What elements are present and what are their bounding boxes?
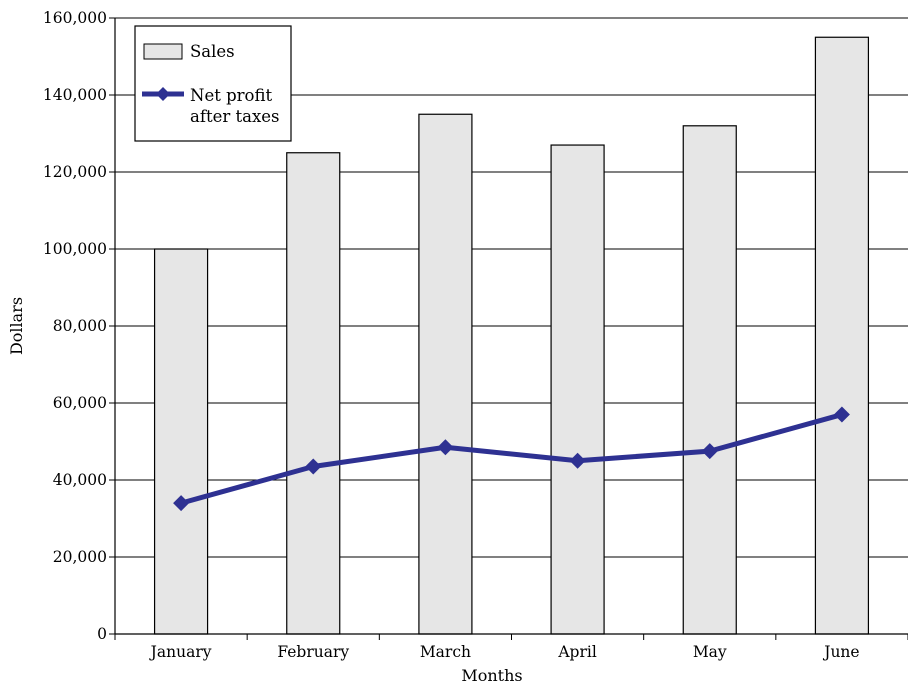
x-tick-label: April — [557, 643, 596, 661]
x-tick-label: June — [822, 643, 859, 661]
y-tick-label: 80,000 — [53, 317, 107, 335]
sales-bar — [418, 113, 473, 635]
legend-sales-label: Sales — [190, 42, 235, 61]
sales-bar — [153, 248, 209, 635]
legend-profit-label-line2: after taxes — [190, 107, 279, 126]
net-profit-line — [180, 412, 843, 506]
y-tick-label: 160,000 — [43, 9, 107, 27]
y-tick-label: 0 — [97, 625, 107, 643]
x-axis-title: Months — [461, 666, 522, 683]
sales-bar — [550, 144, 605, 635]
y-axis-title: Dollars — [7, 297, 26, 355]
y-tick-label: 140,000 — [43, 86, 107, 104]
y-tick-label: 20,000 — [53, 548, 107, 566]
net-profit-point — [701, 443, 718, 460]
net-profit-point — [833, 406, 850, 423]
x-tick-label: March — [420, 643, 471, 661]
net-profit-point — [305, 458, 322, 475]
tick-labels: 0 20,000 40,000 60,000 80,000 100,000 120,000 1… — [43, 9, 860, 661]
y-tick-label: 40,000 — [53, 471, 107, 489]
sales-bar — [814, 36, 870, 635]
legend-profit-diamond-icon — [156, 87, 170, 101]
x-tick-label: January — [149, 643, 212, 661]
sales-bar — [286, 152, 341, 635]
net-profit-series — [173, 406, 850, 512]
axes — [109, 17, 908, 640]
legend: Sales Net profit after taxes — [134, 25, 292, 142]
net-profit-point — [437, 439, 454, 456]
legend-profit-label-line1: Net profit — [190, 86, 272, 105]
net-profit-point — [173, 495, 190, 512]
x-tick-label: February — [277, 643, 349, 661]
y-tick-label: 120,000 — [43, 163, 107, 181]
net-profit-point — [569, 452, 586, 469]
sales-bar — [682, 125, 737, 635]
y-tick-label: 100,000 — [43, 240, 107, 258]
legend-sales-swatch — [143, 43, 183, 60]
sales-bars — [153, 36, 870, 635]
x-tick-label: May — [693, 643, 727, 661]
y-tick-label: 60,000 — [53, 394, 107, 412]
